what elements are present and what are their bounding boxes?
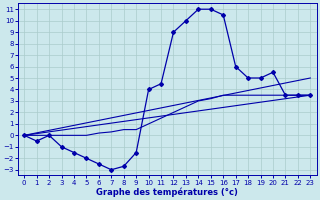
X-axis label: Graphe des températures (°c): Graphe des températures (°c): [96, 187, 238, 197]
